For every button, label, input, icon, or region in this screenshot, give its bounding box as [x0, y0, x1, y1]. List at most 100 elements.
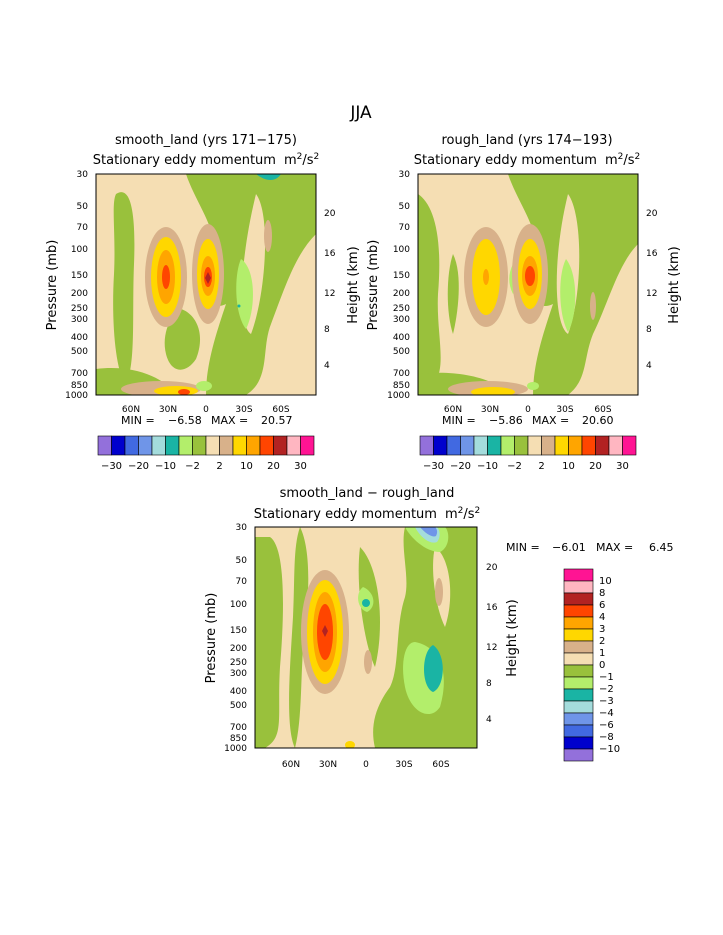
stats: MIN = −5.86 MAX = 20.60: [442, 414, 614, 427]
panel-rough-land: rough_land (yrs 174−193) Stationary eddy…: [366, 133, 682, 472]
height-tick: 16: [324, 249, 336, 259]
colorbar-swatch: [205, 435, 220, 456]
colorbar-swatch: [151, 435, 166, 456]
pressure-tick: 70: [77, 223, 89, 233]
colorbar-swatch: [595, 435, 610, 456]
colorbar-swatch: [514, 435, 529, 456]
y-axis-label: Pressure (mb): [366, 240, 381, 331]
contour-field: [418, 174, 638, 395]
colorbar-label: −1: [599, 672, 614, 683]
colorbar-swatch: [286, 435, 301, 456]
colorbar-label: 2: [216, 461, 222, 472]
lat-tick: 30S: [556, 405, 573, 415]
lat-ticks: 60N 30N 0 30S 60S: [444, 405, 612, 415]
lat-tick: 60N: [122, 405, 140, 415]
orangered-contour: [162, 265, 170, 289]
contour-field: [255, 527, 477, 748]
colorbar-swatch: [622, 435, 637, 456]
colorbar-label: 1: [599, 648, 605, 659]
colorbar-label: 10: [599, 576, 612, 587]
colorbar-vertical: [563, 568, 594, 762]
max-value: 20.57: [261, 414, 293, 427]
units-sup: 2: [297, 152, 303, 162]
lat-tick: 0: [203, 405, 209, 415]
colorbar-swatch: [563, 748, 594, 762]
pressure-tick: 30: [399, 170, 411, 180]
panel-smooth-land: smooth_land (yrs 171−175) Stationary edd…: [45, 133, 361, 472]
colorbar-swatch: [473, 435, 488, 456]
lightgreen-region: [560, 259, 576, 332]
panel-subtitle: Stationary eddy momentum m2/s2: [414, 152, 641, 168]
min-label: MIN =: [121, 414, 155, 427]
min-label: MIN =: [442, 414, 476, 427]
min-value: −5.86: [489, 414, 523, 427]
pressure-tick: 1000: [224, 744, 247, 754]
colorbar-swatch: [273, 435, 288, 456]
colorbar-swatch: [581, 435, 596, 456]
colorbar-labels: 10 8 6 4 3 2 1 0 −1 −2 −3 −4 −6 −8 −10: [599, 576, 620, 755]
pressure-ticks: 30 50 70 100 150 200 250 300 400 500 700…: [65, 170, 88, 401]
colorbar-swatch: [563, 688, 594, 702]
lat-tick: 60S: [432, 760, 449, 770]
colorbar-swatch: [563, 736, 594, 750]
pressure-tick: 50: [77, 202, 89, 212]
pressure-tick: 500: [71, 347, 88, 357]
pressure-tick: 100: [393, 245, 410, 255]
contour-field: [96, 174, 316, 395]
colorbar-swatch: [300, 435, 315, 456]
green-band: [418, 194, 441, 384]
lat-tick: 60S: [272, 405, 289, 415]
yellow-contour: [345, 741, 355, 748]
colorbar-label: −6: [599, 720, 614, 731]
colorbar-swatch: [460, 435, 475, 456]
yellow-contour: [471, 387, 515, 395]
pressure-ticks: 30 50 70 100 150 200 250 300 400 500 700…: [224, 523, 247, 754]
colorbar-label: −20: [128, 461, 149, 472]
panel-title: smooth_land (yrs 171−175): [115, 133, 297, 148]
lat-tick: 0: [525, 405, 531, 415]
units-sup: 2: [635, 152, 641, 162]
panel-title: smooth_land − rough_land: [280, 486, 455, 501]
pressure-tick: 300: [230, 669, 247, 679]
pressure-tick: 250: [71, 304, 88, 314]
pressure-tick: 850: [230, 734, 247, 744]
lat-tick: 30N: [159, 405, 177, 415]
colorbar-swatch: [568, 435, 583, 456]
height-tick: 4: [646, 361, 652, 371]
stats: MIN = −6.58 MAX = 20.57: [121, 414, 293, 427]
pressure-tick: 70: [399, 223, 411, 233]
colorbar-swatch: [563, 676, 594, 690]
pressure-tick: 150: [71, 271, 88, 281]
blue-region: [420, 527, 438, 537]
min-value: −6.58: [168, 414, 202, 427]
colorbar-swatch: [563, 664, 594, 678]
colorbar-labels: −30 −20 −10 −2 2 10 20 30: [423, 461, 629, 472]
page-title: JJA: [349, 103, 372, 123]
y-axis-label-right: Height (km): [505, 599, 520, 676]
colorbar-swatch: [563, 604, 594, 618]
colorbar-label: 6: [599, 600, 605, 611]
colorbar-label: −10: [599, 744, 620, 755]
colorbar-swatch: [178, 435, 193, 456]
height-tick: 16: [486, 603, 498, 613]
darkred-core: [205, 272, 211, 284]
colorbar-label: −8: [599, 732, 614, 743]
panel-difference: smooth_land − rough_land Stationary eddy…: [204, 486, 674, 770]
pressure-tick: 300: [71, 315, 88, 325]
pressure-tick: 1000: [65, 391, 88, 401]
pressure-tick: 150: [230, 626, 247, 636]
colorbar-swatch: [192, 435, 207, 456]
height-tick: 8: [324, 325, 330, 335]
colorbar-label: 30: [616, 461, 629, 472]
green-band: [255, 537, 283, 748]
colorbar-swatch: [487, 435, 502, 456]
colorbar-swatch: [219, 435, 234, 456]
lightgreen-region: [236, 259, 253, 329]
lightgreen-region: [196, 381, 212, 391]
pressure-tick: 250: [230, 658, 247, 668]
units-mid: /s: [463, 507, 474, 522]
colorbar-label: −4: [599, 708, 614, 719]
colorbar-label: −3: [599, 696, 614, 707]
lat-tick: 60N: [282, 760, 300, 770]
units-text: m: [445, 507, 458, 522]
